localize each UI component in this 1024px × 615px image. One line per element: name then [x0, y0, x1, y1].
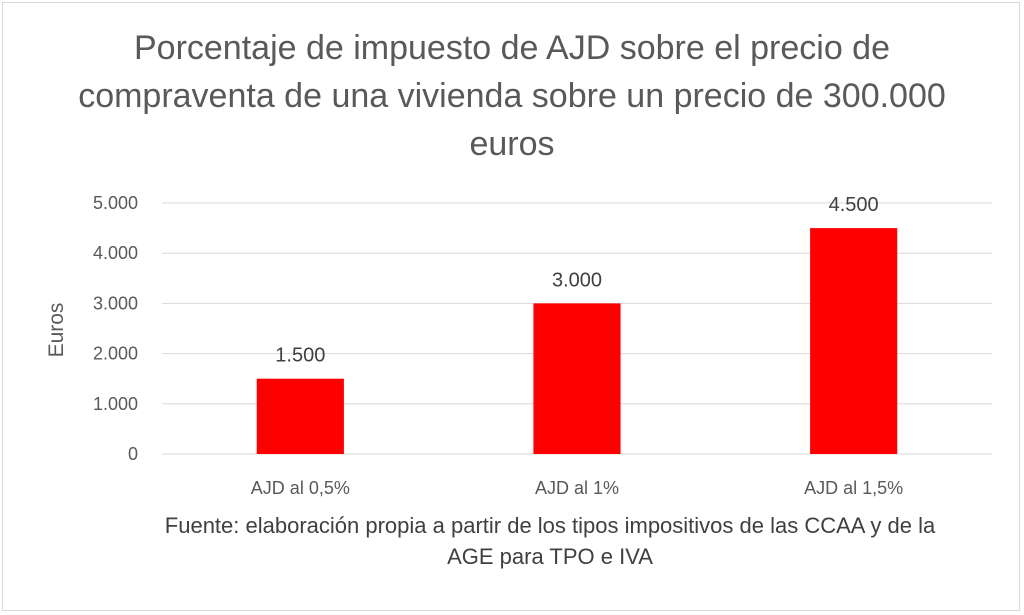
bars: [256, 228, 898, 454]
y-tick-label: 4.000: [93, 243, 138, 263]
x-tick-label: AJD al 1%: [535, 478, 619, 498]
x-axis-ticks: AJD al 0,5% AJD al 1% AJD al 1,5%: [251, 478, 903, 498]
y-axis-label: Euros: [45, 303, 68, 358]
y-tick-label: 0: [128, 444, 138, 464]
data-label: 1.500: [275, 345, 325, 367]
bar: [810, 228, 898, 454]
data-label: 4.500: [829, 194, 879, 216]
bar: [256, 378, 344, 454]
bar: [533, 303, 621, 454]
source-note: Fuente: elaboración propia a partir de l…: [164, 513, 936, 569]
y-axis-ticks: 0 1.000 2.000 3.000 4.000 5.000: [93, 193, 138, 464]
y-tick-label: 2.000: [93, 344, 138, 364]
y-tick-label: 3.000: [93, 293, 138, 313]
x-tick-label: AJD al 1,5%: [804, 478, 903, 498]
data-labels: 1.500 3.000 4.500: [275, 194, 878, 367]
y-tick-label: 5.000: [93, 193, 138, 213]
y-tick-label: 1.000: [93, 394, 138, 414]
data-label: 3.000: [552, 269, 602, 291]
chart-title: Porcentaje de impuesto de AJD sobre el p…: [78, 29, 946, 163]
x-tick-label: AJD al 0,5%: [251, 478, 350, 498]
